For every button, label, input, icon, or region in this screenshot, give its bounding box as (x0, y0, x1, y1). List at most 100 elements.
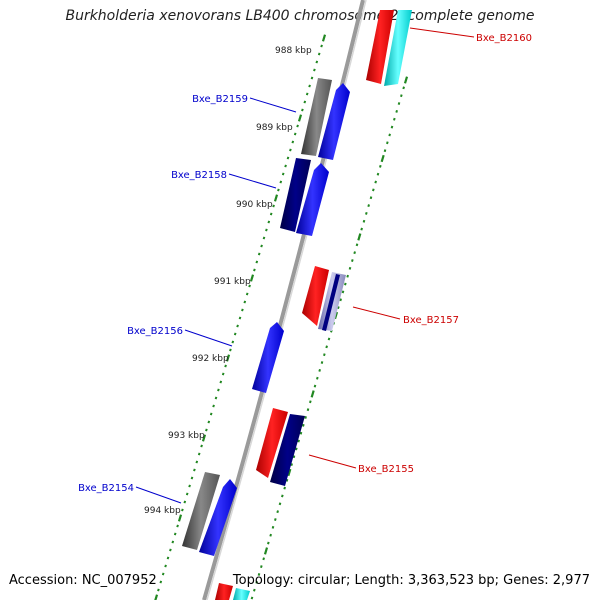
right-ruler-minor-tick (323, 353, 326, 357)
left-ruler-minor-tick (284, 164, 287, 168)
left-ruler-minor-tick (253, 268, 256, 272)
gene-label-bxe-b2155[interactable]: Bxe_B2155 (358, 464, 414, 475)
left-ruler-minor-tick (303, 100, 307, 104)
left-ruler-minor-tick (267, 220, 271, 224)
left-ruler-minor-tick (277, 188, 280, 192)
gene-bottom-red[interactable] (215, 583, 233, 600)
gene-bxe-b2155-navy[interactable] (270, 414, 305, 486)
right-ruler-minor-tick (309, 400, 312, 404)
left-ruler-minor-tick (281, 172, 285, 176)
gene-label-bxe-b2158[interactable]: Bxe_B2158 (171, 170, 227, 181)
gene-label-bxe-b2154[interactable]: Bxe_B2154 (78, 483, 134, 494)
right-ruler-minor-tick (383, 149, 387, 153)
left-ruler-minor-tick (248, 284, 251, 288)
gene-label-bxe-b2157[interactable]: Bxe_B2157 (403, 315, 459, 326)
gene-bxe-b2159-gray[interactable] (301, 78, 332, 156)
gene-features (182, 10, 412, 600)
right-ruler-minor-tick (276, 510, 279, 514)
right-ruler-minor-tick (278, 502, 282, 506)
left-ruler-minor-tick (305, 92, 309, 96)
gene-bxe-b2154-gray[interactable] (182, 472, 220, 550)
left-ruler-minor-tick (260, 244, 263, 248)
right-ruler-minor-tick (395, 109, 398, 113)
ruler-label-989: 989 kbp (256, 123, 293, 133)
left-ruler-major-tick (154, 594, 159, 600)
right-ruler-minor-tick (304, 416, 307, 419)
left-ruler-minor-tick (231, 340, 235, 344)
right-ruler-minor-tick (318, 368, 321, 372)
right-ruler-minor-tick (379, 164, 382, 168)
right-ruler-major-tick (263, 547, 269, 555)
left-ruler-minor-tick (221, 372, 225, 376)
right-ruler-minor-tick (290, 463, 293, 467)
gene-bxe-b2154-blue[interactable] (199, 479, 237, 556)
left-ruler-minor-tick (233, 332, 237, 336)
gene-bxe-b2158-navy[interactable] (280, 158, 311, 232)
gene-bxe-b2159-blue[interactable] (318, 83, 350, 160)
left-ruler-minor-tick (241, 308, 244, 312)
left-ruler-minor-tick (209, 412, 213, 416)
right-ruler-minor-tick (397, 102, 401, 105)
gene-bxe-b2156-blue[interactable] (252, 322, 284, 393)
left-ruler-major-tick (273, 194, 279, 202)
right-ruler-major-tick (310, 390, 315, 398)
right-ruler-minor-tick (295, 447, 298, 451)
right-ruler-minor-tick (362, 219, 366, 223)
right-ruler-major-tick (287, 468, 292, 477)
left-ruler-minor-tick (269, 212, 273, 216)
ruler-label-991: 991 kbp (214, 277, 251, 287)
right-ruler-minor-tick (341, 290, 345, 294)
left-ruler-minor-tick (171, 540, 175, 544)
left-ruler-major-tick (201, 434, 207, 442)
gene-bxe-b2157-red[interactable] (302, 266, 329, 326)
right-ruler-minor-tick (281, 494, 284, 498)
left-ruler-minor-tick (224, 364, 227, 368)
right-ruler-minor-tick (367, 204, 370, 208)
accession-text: Accession: NC_007952 (9, 573, 157, 588)
left-ruler-minor-tick (207, 420, 211, 424)
gene-bxe-b2160-red[interactable] (366, 10, 394, 84)
left-ruler-minor-tick (185, 492, 189, 496)
left-ruler-minor-tick (243, 300, 247, 304)
right-ruler-minor-tick (267, 541, 270, 545)
right-ruler-minor-tick (325, 345, 328, 349)
right-ruler-minor-tick (388, 133, 391, 137)
left-ruler-minor-tick (301, 108, 304, 112)
left-ruler-minor-tick (181, 508, 184, 512)
right-ruler-minor-tick (257, 573, 261, 576)
right-ruler-minor-tick (351, 259, 354, 262)
ruler-label-990: 990 kbp (236, 200, 273, 210)
left-ruler-minor-tick (219, 380, 223, 384)
right-ruler-major-tick (403, 76, 409, 84)
right-ruler-minor-tick (260, 565, 263, 569)
gene-bxe-b2160-cyan[interactable] (384, 10, 412, 86)
gene-bxe-b2157-navy[interactable] (322, 274, 340, 331)
left-ruler-minor-tick (265, 228, 268, 232)
left-ruler-minor-tick (188, 484, 191, 488)
gene-label-bxe-b2160[interactable]: Bxe_B2160 (476, 33, 532, 44)
right-ruler-minor-tick (297, 439, 300, 443)
right-ruler-minor-tick (369, 196, 373, 200)
gene-bxe-b2155-red[interactable] (256, 408, 288, 478)
right-ruler-minor-tick (320, 361, 324, 364)
left-ruler-minor-tick (159, 580, 163, 584)
left-ruler-minor-tick (193, 468, 196, 472)
gene-label-bxe-b2159[interactable]: Bxe_B2159 (192, 94, 248, 105)
left-ruler-minor-tick (320, 44, 323, 48)
left-ruler-minor-tick (197, 452, 201, 456)
right-ruler-minor-tick (327, 337, 331, 341)
gene-bxe-b2158-blue[interactable] (296, 163, 329, 236)
right-ruler-minor-tick (285, 478, 289, 482)
left-ruler-minor-tick (279, 180, 283, 184)
right-ruler-minor-tick (386, 141, 389, 145)
gene-labels: Bxe_B2160 Bxe_B2159 Bxe_B2158 Bxe_B2157 … (78, 33, 532, 494)
leader-lines (135, 27, 475, 504)
left-ruler-minor-tick (166, 556, 170, 560)
right-ruler-minor-tick (344, 282, 347, 286)
left-ruler-minor-tick (217, 388, 220, 392)
left-ruler-minor-tick (315, 60, 319, 64)
left-ruler-minor-tick (176, 524, 179, 528)
gene-bottom-cyan[interactable] (233, 588, 250, 600)
gene-label-bxe-b2156[interactable]: Bxe_B2156 (127, 326, 183, 337)
left-ruler-minor-tick (289, 148, 292, 152)
